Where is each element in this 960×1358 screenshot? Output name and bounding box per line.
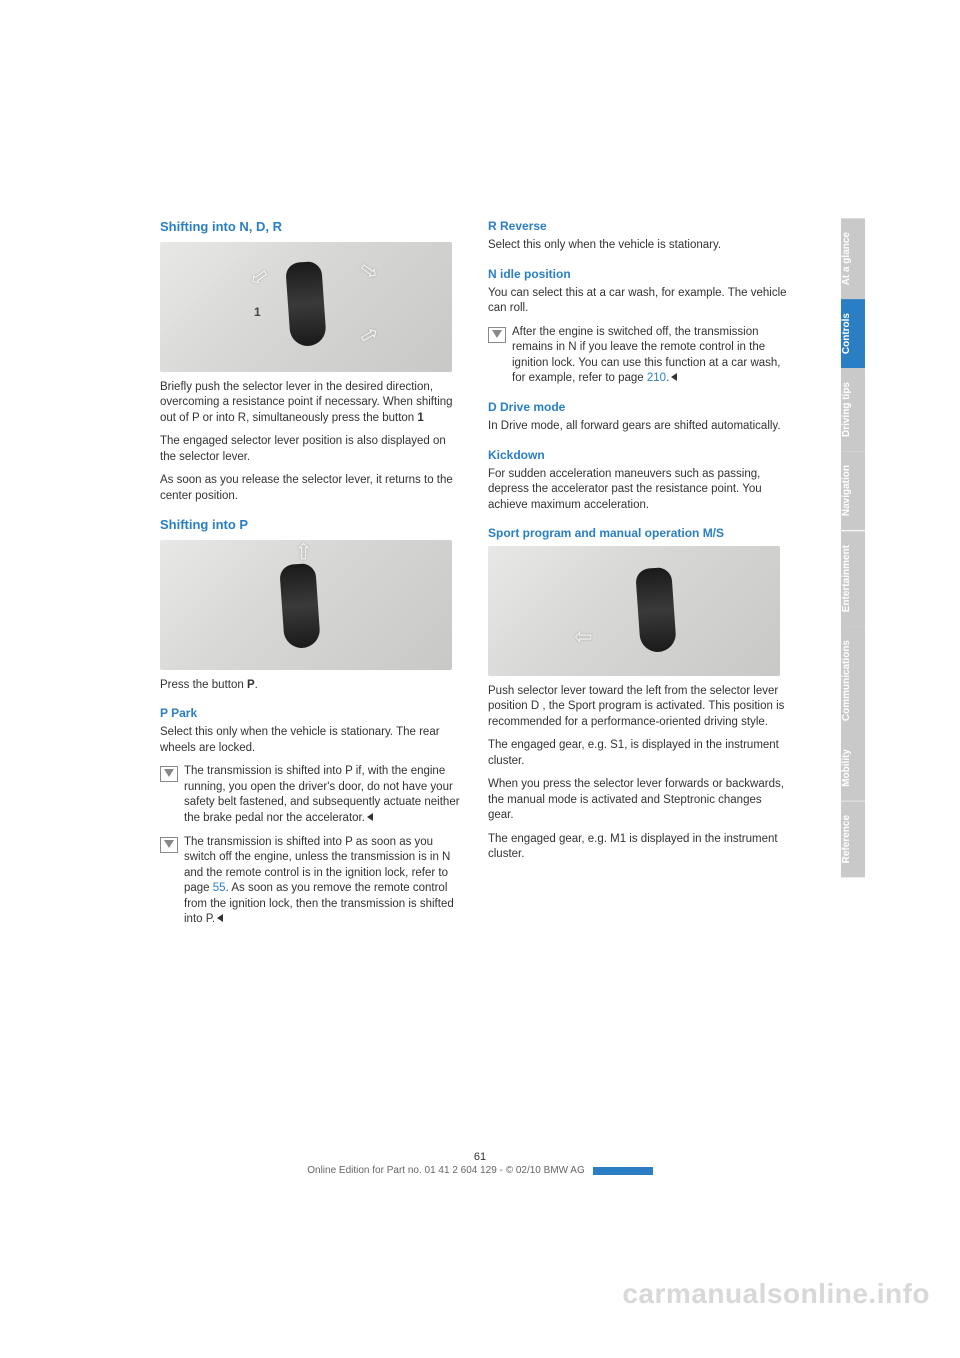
watermark: carmanualsonline.info [622,1278,930,1310]
end-marker-icon [217,914,223,922]
tab-navigation[interactable]: Navigation [841,451,865,530]
tab-controls[interactable]: Controls [841,299,865,368]
page-footer: 61 Online Edition for Part no. 01 41 2 6… [160,1151,800,1176]
heading-r-reverse: R Reverse [488,218,788,234]
arrow-down-icon: ⇨ [288,541,318,559]
figure-sport-ms: ⇦ [488,546,780,676]
page-number: 61 [474,1151,486,1163]
arrow-icon: ⇨ [353,253,385,288]
heading-p-park: P Park [160,705,460,721]
tab-at-a-glance[interactable]: At a glance [841,218,865,299]
tab-driving-tips[interactable]: Driving tips [841,368,865,451]
left-column: Shifting into N, D, R ⇦ ⇨ ⇨ 1 Briefly pu… [160,218,460,936]
tab-mobility[interactable]: Mobility [841,735,865,801]
body-text: The engaged gear, e.g. M1 is displayed i… [488,832,788,863]
tab-entertainment[interactable]: Entertainment [841,531,865,626]
page-number-wrap: 61 [160,1151,800,1163]
body-text: For sudden acceleration maneuvers such a… [488,467,788,514]
figure-shift-p: ⇨ [160,540,452,670]
note-icon [160,766,178,782]
footer-text: Online Edition for Part no. 01 41 2 604 … [307,1165,585,1176]
body-text: You can select this at a car wash, for e… [488,286,788,317]
heading-shifting-p: Shifting into P [160,516,460,534]
body-text: Select this only when the vehicle is sta… [488,238,788,254]
tab-reference[interactable]: Reference [841,801,865,877]
note-block: The transmission is shifted into P as so… [160,835,460,928]
tab-communications[interactable]: Communications [841,626,865,735]
text: Press the button [160,679,247,691]
note-text: After the engine is switched off, the tr… [512,325,788,387]
heading-d-drive: D Drive mode [488,399,788,415]
lever-graphic [635,566,677,652]
heading-kickdown: Kickdown [488,447,788,463]
end-marker-icon [671,373,677,381]
text: . [666,372,669,384]
arrow-left-icon: ⇦ [574,622,592,652]
note-text: The transmission is shifted into P as so… [184,835,460,928]
text: The transmission is shifted into P if, w… [184,765,460,824]
note-icon [488,327,506,343]
body-text: Select this only when the vehicle is sta… [160,725,460,756]
page-content: Shifting into N, D, R ⇦ ⇨ ⇨ 1 Briefly pu… [160,218,800,936]
footer-bar [593,1167,653,1175]
arrow-icon: ⇨ [354,317,385,352]
body-text: As soon as you release the selector leve… [160,473,460,504]
note-block: The transmission is shifted into P if, w… [160,764,460,826]
body-text: When you press the selector lever forwar… [488,777,788,824]
page-ref-link[interactable]: 55 [213,882,226,894]
body-text: The engaged selector lever position is a… [160,434,460,465]
body-text: Briefly push the selector lever in the d… [160,380,460,427]
text: . [255,679,258,691]
note-text: The transmission is shifted into P if, w… [184,764,460,826]
body-text: In Drive mode, all forward gears are shi… [488,419,788,435]
page-ref-link[interactable]: 210 [647,372,666,384]
heading-sport-ms: Sport program and manual operation M/S [488,525,788,541]
note-icon [160,837,178,853]
heading-shifting-ndr: Shifting into N, D, R [160,218,460,236]
button-ref-p: P [247,679,255,691]
callout-1: 1 [254,304,261,320]
body-text: The engaged gear, e.g. S1, is displayed … [488,738,788,769]
heading-n-idle: N idle position [488,266,788,282]
lever-graphic [285,260,327,346]
text: Briefly push the selector lever in the d… [160,381,453,424]
end-marker-icon [367,813,373,821]
note-block: After the engine is switched off, the tr… [488,325,788,387]
figure-shift-ndr: ⇦ ⇨ ⇨ 1 [160,242,452,372]
body-text: Push selector lever toward the left from… [488,684,788,731]
arrow-icon: ⇦ [243,259,275,294]
right-column: R Reverse Select this only when the vehi… [488,218,788,936]
body-text: Press the button P. [160,678,460,694]
lever-graphic [279,563,321,649]
side-tabs: At a glance Controls Driving tips Naviga… [841,218,865,877]
button-ref-1: 1 [417,412,423,424]
